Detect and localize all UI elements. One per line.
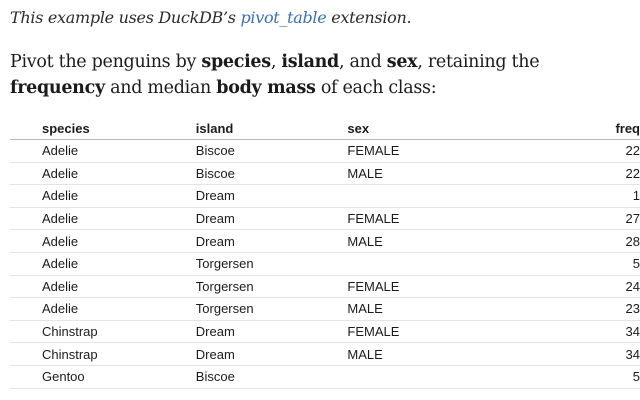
cell-freq: 22 (531, 139, 640, 163)
cell-freq: 24 (531, 275, 640, 299)
cell-freq: 1 (531, 184, 640, 208)
table-row: Adelie Dream MALE 28 (10, 229, 640, 253)
cell-sex (347, 365, 532, 389)
cell-island: Biscoe (195, 162, 348, 186)
table-row: Chinstrap Dream FEMALE 34 (10, 320, 640, 344)
table-row: Gentoo Biscoe 5 (10, 365, 640, 389)
cell-species: Adelie (10, 162, 196, 186)
table-row: Adelie Torgersen MALE 23 (10, 297, 640, 321)
para-text: Pivot the penguins by (10, 52, 202, 72)
column-header-island: island (195, 117, 348, 140)
cell-sex: FEMALE (347, 320, 532, 344)
cell-freq: 34 (531, 320, 640, 344)
para-emphasis-body-mass: body mass (216, 78, 316, 98)
cell-species: Adelie (10, 297, 196, 321)
para-text: , and (339, 52, 387, 72)
para-emphasis-frequency: frequency (10, 78, 105, 98)
cell-sex: MALE (347, 162, 532, 186)
cell-freq: 28 (531, 229, 640, 253)
cell-island: Torgersen (195, 297, 348, 321)
cell-island: Biscoe (195, 139, 348, 163)
cell-sex (347, 184, 532, 208)
para-emphasis-sex: sex (386, 52, 418, 72)
cell-species: Chinstrap (10, 342, 196, 366)
penguins-pivot-table: species island sex freq Adelie Biscoe FEMA… (10, 117, 640, 389)
table-row: Adelie Biscoe MALE 22 (10, 162, 640, 186)
cell-freq: 5 (531, 252, 640, 276)
para-text: and median (104, 78, 217, 98)
table-row: Adelie Torgersen FEMALE 24 (10, 275, 640, 299)
pivot-table-link[interactable]: pivot_table (240, 8, 327, 27)
column-header-species: species (10, 117, 196, 140)
cell-island: Torgersen (195, 252, 348, 276)
cell-island: Dream (195, 207, 348, 231)
cell-sex: MALE (347, 229, 532, 253)
cell-island: Biscoe (195, 365, 348, 389)
cell-freq: 5 (531, 365, 640, 389)
table-row: Adelie Dream FEMALE 27 (10, 207, 640, 231)
cell-species: Adelie (10, 207, 196, 231)
cell-species: Gentoo (10, 365, 196, 389)
cell-species: Adelie (10, 139, 196, 163)
note-prefix: This example uses DuckDB’s (10, 8, 241, 27)
cell-freq: 22 (531, 162, 640, 186)
table-header-row: species island sex freq (10, 117, 640, 140)
column-header-sex: sex (347, 117, 532, 140)
table-row: Adelie Dream 1 (10, 184, 640, 208)
cell-island: Dream (195, 342, 348, 366)
column-header-freq: freq (531, 117, 640, 140)
cell-island: Torgersen (195, 275, 348, 299)
para-emphasis-island: island (281, 52, 339, 72)
cell-species: Adelie (10, 184, 196, 208)
cell-sex: FEMALE (347, 275, 532, 299)
cell-species: Adelie (10, 252, 196, 276)
cell-sex: FEMALE (347, 139, 532, 163)
note-suffix: extension. (326, 8, 412, 27)
para-text: , retaining the (417, 52, 540, 72)
cell-freq: 23 (531, 297, 640, 321)
cell-sex: MALE (347, 297, 532, 321)
description-paragraph: Pivot the penguins by species, island, a… (10, 49, 635, 101)
para-text: of each class: (315, 78, 437, 98)
cell-species: Adelie (10, 229, 196, 253)
cell-sex (347, 252, 532, 276)
cell-sex: MALE (347, 342, 532, 366)
table-row: Chinstrap Dream MALE 34 (10, 342, 640, 366)
table-row: Adelie Torgersen 5 (10, 252, 640, 276)
cell-species: Adelie (10, 275, 196, 299)
para-emphasis-species: species (201, 52, 271, 72)
cell-island: Dream (195, 184, 348, 208)
cell-island: Dream (195, 229, 348, 253)
cell-sex: FEMALE (347, 207, 532, 231)
cell-species: Chinstrap (10, 320, 196, 344)
para-text: , (270, 52, 282, 72)
cell-freq: 27 (531, 207, 640, 231)
example-note: This example uses DuckDB’s pivot_table e… (10, 7, 412, 29)
cell-freq: 34 (531, 342, 640, 366)
table-row: Adelie Biscoe FEMALE 22 (10, 139, 640, 163)
cell-island: Dream (195, 320, 348, 344)
